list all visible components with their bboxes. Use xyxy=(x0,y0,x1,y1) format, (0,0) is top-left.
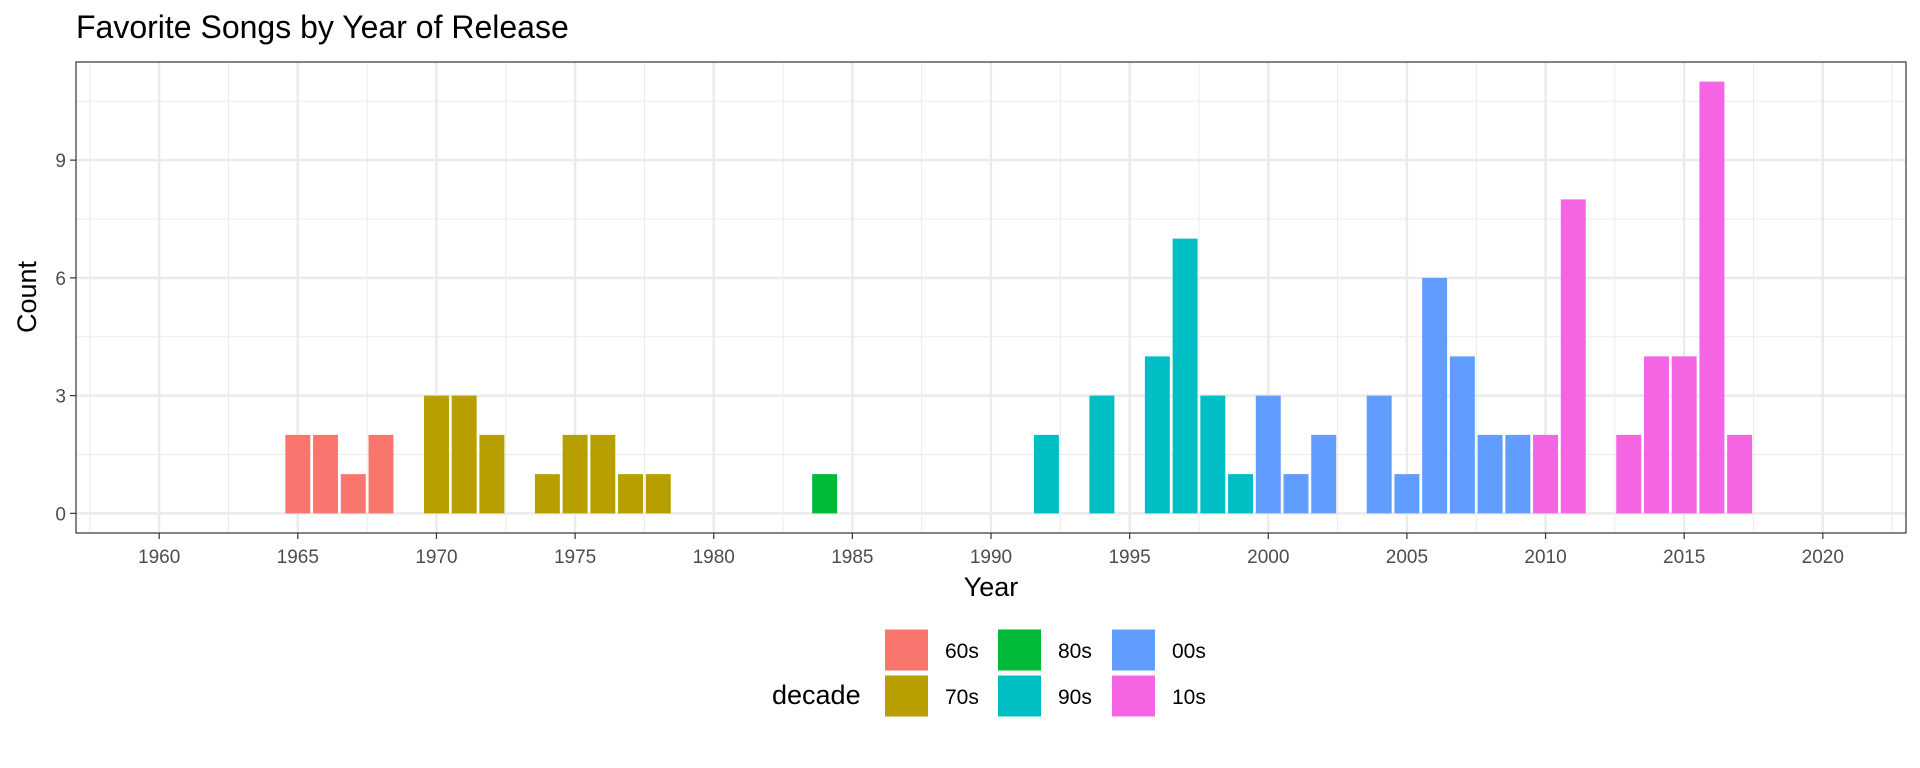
bar-2009 xyxy=(1505,434,1531,514)
bar-1972 xyxy=(479,434,505,514)
x-tick-label: 2000 xyxy=(1247,547,1289,568)
bar-2006 xyxy=(1422,277,1448,514)
bar-2008 xyxy=(1477,434,1503,514)
bar-1977 xyxy=(618,474,644,514)
bar-2000 xyxy=(1255,395,1281,514)
x-tick-label: 2005 xyxy=(1386,547,1428,568)
bar-1978 xyxy=(645,474,671,514)
bar-1999 xyxy=(1228,474,1254,514)
legend-label-00s: 00s xyxy=(1172,640,1206,663)
bar-2007 xyxy=(1449,356,1475,514)
legend-label-70s: 70s xyxy=(945,686,979,709)
x-tick-label: 1965 xyxy=(277,547,319,568)
bars xyxy=(285,81,1753,514)
bar-1971 xyxy=(451,395,477,514)
bar-1994 xyxy=(1089,395,1115,514)
bar-2002 xyxy=(1311,434,1337,514)
y-tick-label: 6 xyxy=(55,269,66,290)
x-tick-label: 2020 xyxy=(1802,547,1844,568)
bar-2005 xyxy=(1394,474,1420,514)
legend-key-60s xyxy=(885,629,928,671)
bar-1996 xyxy=(1144,356,1170,514)
chart-title: Favorite Songs by Year of Release xyxy=(76,9,569,45)
bar-1970 xyxy=(423,395,449,514)
bar-1965 xyxy=(285,434,311,514)
bar-2016 xyxy=(1699,81,1725,514)
legend-keys: 60s 70s 80s 90s 00s 10s xyxy=(885,629,1206,717)
bar-1992 xyxy=(1033,434,1059,514)
x-tick-label: 1980 xyxy=(693,547,735,568)
legend-key-10s xyxy=(1112,675,1155,717)
y-axis-title: Count xyxy=(12,260,42,333)
x-tick-label: 1975 xyxy=(554,547,596,568)
bar-2010 xyxy=(1533,434,1559,514)
bar-2013 xyxy=(1616,434,1642,514)
bar-2011 xyxy=(1560,199,1586,514)
x-tick-label: 1995 xyxy=(1108,547,1150,568)
x-axis-title: Year xyxy=(964,572,1019,602)
bar-2017 xyxy=(1727,434,1753,514)
legend: decade 60s 70s 80s 90s 00s 10s xyxy=(772,629,1206,717)
legend-key-90s xyxy=(998,675,1041,717)
bar-1968 xyxy=(368,434,394,514)
legend-key-70s xyxy=(885,675,928,717)
x-axis-ticks: 1960 1965 1970 1975 1980 1985 1990 1995 2000 2005… xyxy=(138,533,1844,568)
bar-1998 xyxy=(1200,395,1226,514)
bar-1984 xyxy=(812,474,838,514)
bar-1966 xyxy=(313,434,339,514)
legend-label-80s: 80s xyxy=(1058,640,1092,663)
bar-1974 xyxy=(534,474,560,514)
legend-label-90s: 90s xyxy=(1058,686,1092,709)
bar-1967 xyxy=(340,474,366,514)
bar-1997 xyxy=(1172,238,1198,514)
bar-2015 xyxy=(1671,356,1697,514)
bar-1976 xyxy=(590,434,616,514)
y-axis-ticks: 0 3 6 9 xyxy=(55,151,76,525)
x-tick-label: 1960 xyxy=(138,547,180,568)
x-tick-label: 1985 xyxy=(831,547,873,568)
legend-key-80s xyxy=(998,629,1041,671)
y-tick-label: 0 xyxy=(55,504,66,525)
x-tick-label: 1990 xyxy=(970,547,1012,568)
legend-title: decade xyxy=(772,680,861,710)
bar-2004 xyxy=(1366,395,1392,514)
x-tick-label: 2010 xyxy=(1524,547,1566,568)
legend-label-60s: 60s xyxy=(945,640,979,663)
legend-label-10s: 10s xyxy=(1172,686,1206,709)
legend-key-00s xyxy=(1112,629,1155,671)
x-tick-label: 1970 xyxy=(415,547,457,568)
x-tick-label: 2015 xyxy=(1663,547,1705,568)
y-tick-label: 3 xyxy=(55,387,66,408)
y-tick-label: 9 xyxy=(55,151,66,172)
bar-2001 xyxy=(1283,474,1309,514)
bar-1975 xyxy=(562,434,588,514)
bar-2014 xyxy=(1643,356,1669,514)
